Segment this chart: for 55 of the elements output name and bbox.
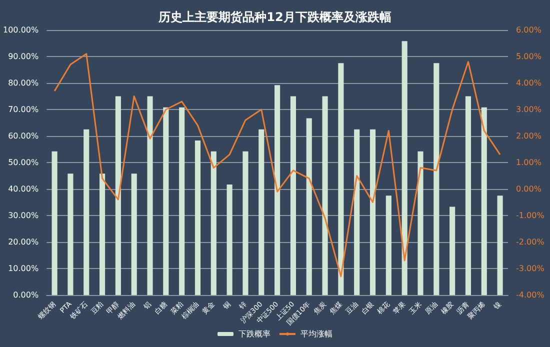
y2-tick-label: -4.00% <box>516 290 545 300</box>
bar <box>290 96 296 295</box>
bar <box>68 174 74 295</box>
line-series <box>54 53 501 278</box>
y-tick-label: 100.00% <box>3 26 39 34</box>
y-tick-label: 90.00% <box>8 52 39 61</box>
bar <box>163 107 169 295</box>
bar <box>147 96 153 295</box>
bar <box>194 140 201 295</box>
bar <box>258 129 264 295</box>
bar <box>418 151 424 295</box>
bar <box>370 129 376 295</box>
y2-tick-label: 5.00% <box>516 52 542 61</box>
y-tick-label: 30.00% <box>8 211 39 220</box>
y-tick-label: 80.00% <box>8 78 39 88</box>
y2-tick-label: 4.00% <box>516 78 542 88</box>
y2-tick-label: 0.00% <box>516 184 542 194</box>
y2-tick-label: 6.00% <box>516 26 542 34</box>
bar <box>242 151 248 295</box>
bar <box>434 63 440 295</box>
y-tick-label: 0.00% <box>13 290 39 300</box>
y2-tick-label: 1.00% <box>516 158 542 167</box>
y-tick-label: 60.00% <box>8 132 39 140</box>
bar <box>354 129 360 295</box>
bar <box>306 118 312 295</box>
bar <box>131 174 137 295</box>
bar <box>274 85 280 295</box>
y-tick-label: 20.00% <box>8 238 39 246</box>
y2-tick-label: -3.00% <box>516 264 545 273</box>
legend-label: 下跌概率 <box>238 330 270 338</box>
y-tick-label: 40.00% <box>8 184 39 194</box>
bar <box>84 129 90 295</box>
bar <box>226 184 232 295</box>
y2-tick-label: 3.00% <box>516 105 542 114</box>
y-tick-label: 10.00% <box>8 264 39 273</box>
bar <box>99 174 106 295</box>
bar <box>179 107 185 295</box>
bar <box>481 107 487 295</box>
y-tick-label: 50.00% <box>8 158 39 167</box>
bar <box>115 96 121 295</box>
bar <box>210 151 216 295</box>
bar <box>386 196 392 295</box>
legend-label: 平均涨幅 <box>300 330 332 338</box>
y2-tick-label: 2.00% <box>516 132 542 140</box>
y2-tick-label: -2.00% <box>516 238 545 246</box>
bar <box>52 151 58 295</box>
bar <box>402 41 408 295</box>
bar <box>497 196 503 295</box>
y2-tick-label: -1.00% <box>516 211 545 220</box>
bar <box>465 96 472 295</box>
bar <box>338 63 344 295</box>
chart-title: 历史上主要期货品种12月下跌概率及涨跌幅 <box>158 10 392 24</box>
bar <box>322 96 328 295</box>
y-tick-label: 70.00% <box>8 105 39 114</box>
bar <box>450 206 456 295</box>
